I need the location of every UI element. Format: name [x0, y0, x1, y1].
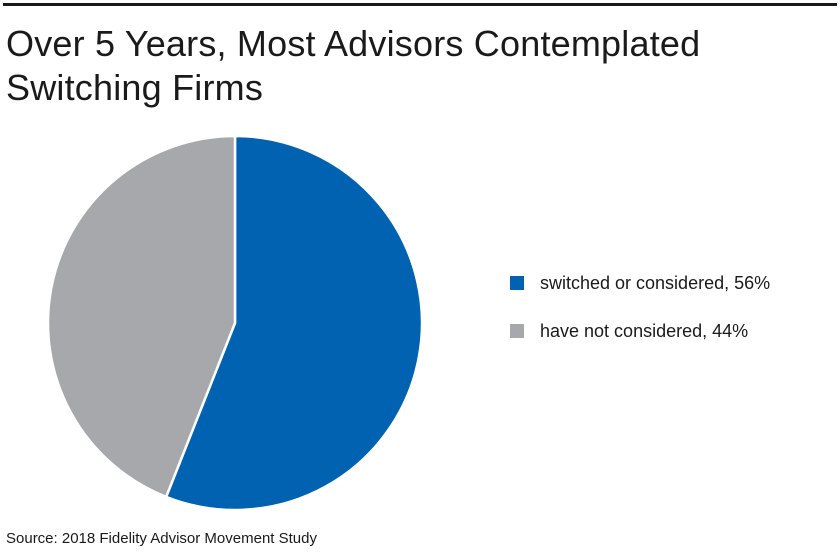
pie-slice-switched — [164, 134, 424, 512]
legend-item-switched: switched or considered, 56% — [510, 270, 770, 296]
top-rule — [3, 3, 837, 6]
legend-label-not-considered: have not considered, 44% — [540, 320, 749, 341]
legend-item-not-considered: have not considered, 44% — [510, 318, 770, 344]
chart-title: Over 5 Years, Most Advisors Contemplated… — [6, 23, 701, 108]
legend-swatch-switched — [510, 276, 524, 290]
legend-swatch-not-considered — [510, 324, 524, 338]
pie-slice-not-considered — [46, 134, 237, 499]
legend: switched or considered, 56% have not con… — [510, 270, 770, 366]
legend-label-switched: switched or considered, 56% — [540, 272, 771, 293]
source-note: Source: 2018 Fidelity Advisor Movement S… — [6, 530, 317, 547]
